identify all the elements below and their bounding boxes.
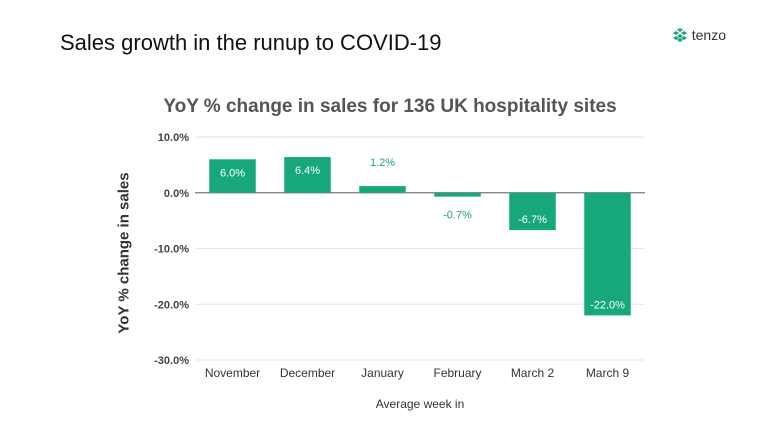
bar: [509, 192, 556, 231]
bars: [209, 157, 631, 316]
data-label: -0.7%: [443, 210, 472, 222]
x-tick-label: March 2: [511, 366, 555, 380]
data-label: -6.7%: [518, 214, 547, 226]
x-tick-label: February: [433, 366, 481, 380]
grid-lines: [195, 136, 645, 361]
tenzo-logo-icon: [672, 28, 687, 42]
x-tick-label: March 9: [586, 366, 630, 380]
slide-title: Sales growth in the runup to COVID-19: [60, 30, 442, 55]
y-tick-label: -20.0%: [154, 299, 189, 311]
data-label: 1.2%: [370, 157, 395, 169]
bar: [284, 157, 331, 193]
x-tick-label: November: [205, 366, 260, 380]
bar: [209, 159, 256, 193]
y-tick-label: -10.0%: [154, 244, 189, 256]
data-label: 6.4%: [295, 165, 320, 177]
data-label: 6.0%: [220, 167, 245, 179]
chart-title: YoY % change in sales for 136 UK hospita…: [163, 96, 617, 117]
bar: [434, 192, 481, 197]
y-tick-label: 0.0%: [164, 188, 189, 200]
bar: [359, 186, 406, 193]
x-axis-label: Average week in: [375, 397, 465, 411]
data-labels: 6.0% 6.4% 1.2% -0.7% -6.7% -22.0%: [220, 157, 625, 311]
y-tick-label: 10.0%: [158, 132, 189, 144]
y-tick-label: -30.0%: [154, 355, 189, 367]
brand-name: tenzo: [691, 27, 726, 43]
data-label: -22.0%: [590, 299, 625, 311]
axis-ticks: 10.0% 0.0% -10.0% -20.0% -30.0% November Decem…: [154, 132, 629, 380]
brand-logo: tenzo: [672, 27, 726, 43]
x-tick-label: January: [361, 366, 404, 380]
bar: [584, 192, 631, 316]
x-tick-label: December: [280, 366, 335, 380]
